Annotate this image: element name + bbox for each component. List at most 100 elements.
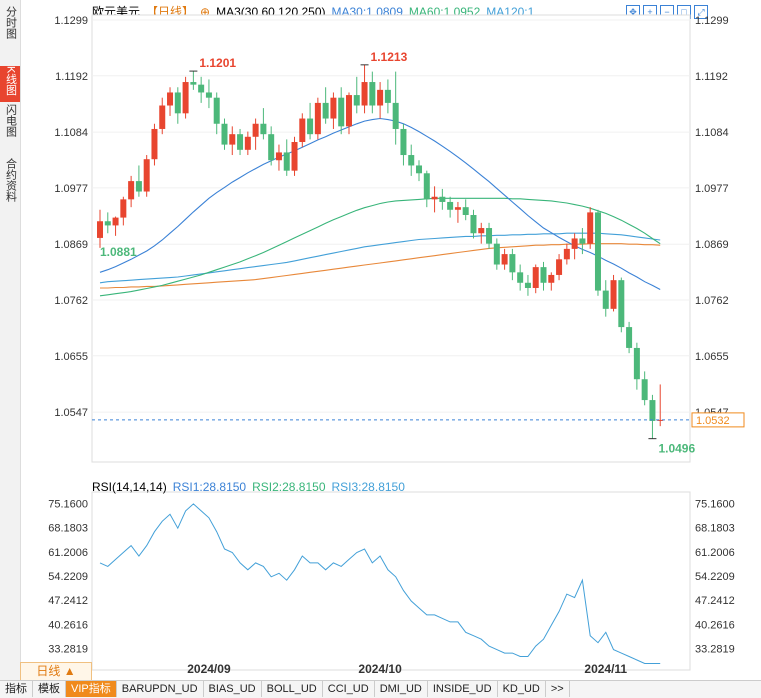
candle-body: [268, 134, 275, 161]
candle-body: [462, 207, 469, 215]
price-chart[interactable]: 1.1299 1.1299 1.1192 1.1192 1.1084 1.1084 1.09…: [0, 0, 761, 680]
candle-body: [633, 347, 640, 380]
low-annotation: 1.0496: [658, 442, 695, 456]
candle-body: [384, 89, 391, 103]
rsi-tick-right: 61.2006: [695, 547, 735, 559]
candle-body: [594, 212, 601, 291]
candle-body: [486, 228, 493, 244]
indicator-tab[interactable]: CCI_UD: [323, 681, 375, 697]
indicator-tab[interactable]: >>: [546, 681, 570, 697]
settings-icon[interactable]: ⊕: [200, 5, 211, 19]
candle-body: [237, 134, 244, 150]
price-tick-left: 1.0547: [54, 407, 88, 419]
rsi-tick-left: 61.2006: [48, 547, 88, 559]
rsi-label[interactable]: RSI(14,14,14): [92, 480, 167, 494]
candle-body: [299, 118, 306, 142]
indicator-tab[interactable]: BARUPDN_UD: [117, 681, 204, 697]
date-tick: 2024/09: [187, 662, 231, 676]
indicator-tab[interactable]: KD_UD: [498, 681, 546, 697]
price-tick-right: 1.0762: [695, 295, 729, 307]
candle-body: [377, 89, 384, 106]
rsi3-value: RSI3:28.8150: [331, 480, 405, 494]
candle-body: [159, 105, 166, 129]
candle-body: [571, 238, 578, 249]
candle-body: [104, 221, 111, 226]
candle-body: [626, 327, 633, 348]
candle-body: [610, 280, 617, 309]
candle-body: [470, 214, 477, 234]
date-tick: 2024/10: [358, 662, 402, 676]
candle-body: [501, 254, 508, 265]
sidebar-item-timeshare[interactable]: 分时图: [0, 6, 20, 46]
candle-body: [369, 82, 376, 106]
rsi-tick-right: 33.2819: [695, 644, 735, 656]
price-tick-left: 1.0655: [54, 351, 88, 363]
candle-body: [408, 155, 415, 166]
candle-body: [454, 207, 461, 210]
indicator-tab[interactable]: VIP指标: [66, 681, 117, 697]
candle-body: [128, 181, 135, 200]
rsi-tick-right: 75.1600: [695, 498, 735, 510]
sidebar-item-label: 合约资料: [4, 158, 17, 202]
candle-body: [213, 97, 220, 124]
candle-body: [579, 238, 586, 244]
candle-body: [524, 282, 531, 288]
candle-body: [260, 123, 267, 135]
sidebar-item-flash[interactable]: 闪电图: [0, 104, 20, 146]
rsi-tick-right: 47.2412: [695, 595, 735, 607]
price-tick-right: 1.0869: [695, 239, 729, 251]
candle-body: [151, 128, 158, 160]
sidebar-item-label: 分时图: [4, 6, 17, 39]
rsi-panel: [91, 491, 691, 671]
ma120-line: [99, 232, 661, 284]
rsi-tick-left: 68.1803: [48, 523, 88, 535]
candle-body: [112, 217, 119, 226]
sidebar-item-contract[interactable]: 合约资料: [0, 158, 20, 214]
sidebar-item-label: K线图: [4, 66, 17, 96]
price-tick-left: 1.0869: [54, 239, 88, 251]
candle-body: [509, 254, 516, 273]
price-tick-left: 1.0762: [54, 295, 88, 307]
price-tick-right: 1.1192: [695, 71, 728, 83]
rsi-tick-left: 33.2819: [48, 644, 88, 656]
candle-body: [602, 290, 609, 309]
candle-body: [657, 419, 664, 421]
indicator-tabbar: 指标 模板 VIP指标 BARUPDN_UD BIAS_UD BOLL_UD CCI_UD D…: [0, 680, 761, 698]
indicator-tab[interactable]: BOLL_UD: [262, 681, 323, 697]
candle-body: [244, 136, 251, 150]
candle-body: [548, 274, 555, 283]
candle-body: [423, 173, 430, 200]
indicator-tab[interactable]: 模板: [33, 681, 66, 697]
candle-body: [307, 118, 314, 135]
rsi-tick-left: 47.2412: [48, 595, 88, 607]
rsi-tick-right: 68.1803: [695, 523, 735, 535]
rsi-tick-right: 40.2616: [695, 619, 735, 631]
indicator-tab[interactable]: BIAS_UD: [204, 681, 262, 697]
price-tick-right: 1.1084: [695, 127, 729, 139]
high-annotation-2: 1.1213: [371, 50, 408, 64]
price-tick-right: 1.1299: [695, 15, 729, 27]
candle-body: [532, 267, 539, 288]
indicator-tab[interactable]: 指标: [0, 681, 33, 697]
candle-body: [649, 400, 656, 421]
candle-body: [361, 82, 368, 106]
rsi-header: RSI(14,14,14) RSI1:28.8150 RSI2:28.8150 RSI…: [92, 480, 411, 494]
candle-body: [345, 95, 352, 127]
candle-body: [416, 165, 423, 174]
candle-body: [587, 212, 594, 244]
candle-body: [353, 95, 360, 106]
candle-body: [330, 97, 337, 119]
candle-body: [517, 272, 524, 283]
candle-body: [322, 102, 329, 119]
period-selector[interactable]: 日线 ▲: [20, 662, 92, 681]
price-tick-right: 1.0977: [695, 183, 729, 195]
candle-body: [291, 142, 298, 171]
current-price-label: 1.0532: [696, 415, 730, 427]
candle-body: [229, 134, 236, 145]
rsi-tick-left: 40.2616: [48, 619, 88, 631]
expand-icon[interactable]: ⤢: [694, 5, 708, 19]
start-annotation: 1.0881: [100, 245, 137, 259]
sidebar-item-kline[interactable]: K线图: [0, 66, 20, 102]
indicator-tab[interactable]: DMI_UD: [375, 681, 428, 697]
indicator-tab[interactable]: INSIDE_UD: [428, 681, 498, 697]
